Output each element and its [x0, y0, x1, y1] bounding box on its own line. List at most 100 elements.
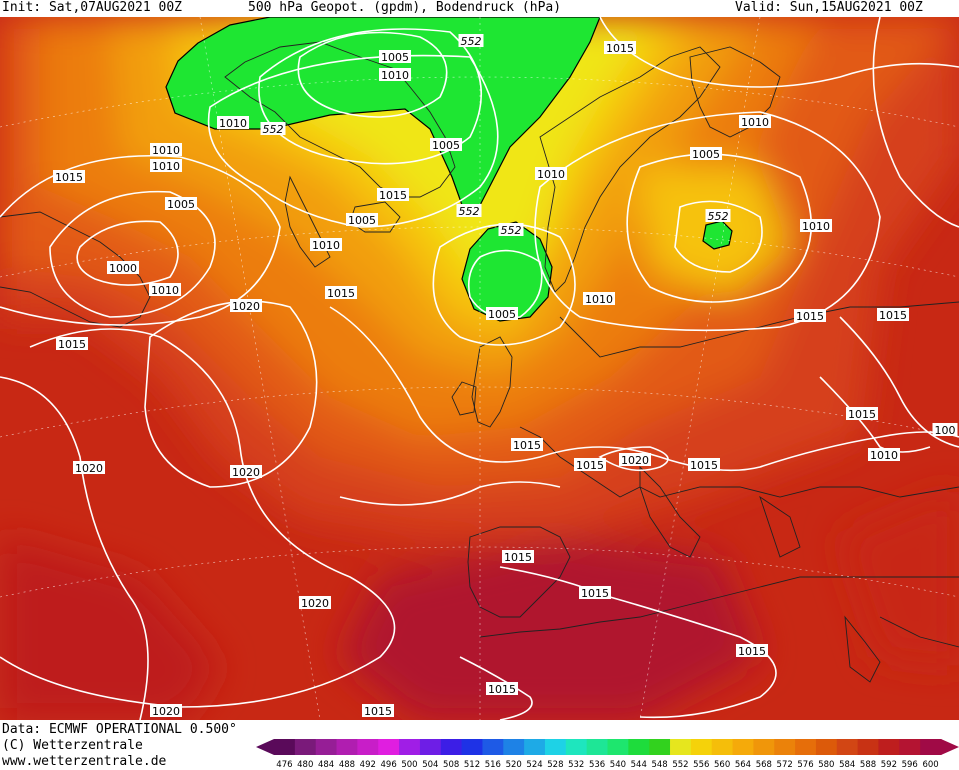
isobar-label-text: 552	[263, 123, 284, 136]
isobar-label-text: 552	[708, 210, 729, 223]
color-scale-swatch	[419, 739, 442, 755]
color-scale-swatch	[440, 739, 463, 755]
low-552-north-sea	[461, 221, 553, 322]
color-scale-tick-label: 512	[464, 760, 480, 769]
isobar-label-text: 1000	[109, 262, 137, 275]
isobar-label: 1015	[486, 682, 518, 696]
color-scale-swatch	[503, 739, 525, 755]
isobar-label-text: 1015	[58, 338, 86, 351]
color-scale-swatch	[357, 739, 379, 755]
color-scale-tick-label: 556	[693, 760, 709, 769]
color-scale-tick-label: 536	[589, 760, 605, 769]
color-scale-tick-label: 496	[381, 760, 397, 769]
isobar-label-text: 1005	[488, 308, 516, 321]
isobar-label-text: 1010	[152, 144, 180, 157]
isobar-label-text: 1010	[537, 168, 565, 181]
color-scale-swatch	[836, 739, 859, 755]
isobar-label: 1015	[877, 308, 909, 322]
isobar-label-text: 1010	[219, 117, 247, 130]
color-scale-swatch	[336, 739, 358, 755]
isobar-label: 1010	[535, 167, 567, 181]
website-url[interactable]: www.wetterzentrale.de	[2, 754, 167, 769]
isobar-label: 1020	[73, 461, 105, 475]
color-scale-tick-label: 520	[506, 760, 522, 769]
isobar-label: 552	[456, 204, 482, 218]
color-scale-swatch	[774, 739, 796, 755]
isobar-label-text: 1020	[232, 300, 260, 313]
isobar-labels: 1005 1010 552 1015 1010 552 1010 1010 1005 1010 10…	[53, 34, 958, 718]
color-scale-swatch	[815, 739, 838, 755]
isobar-label: 1005	[165, 197, 197, 211]
color-scale-swatch	[524, 739, 546, 755]
color-scale-tick-label: 600	[922, 760, 938, 769]
data-source-text: Data: ECMWF OPERATIONAL 0.500°	[2, 722, 237, 737]
color-scale-swatch	[378, 739, 400, 755]
color-scale-swatch	[607, 739, 629, 755]
isobar-label-text: 1010	[741, 116, 769, 129]
isobar-label: 1015	[794, 309, 826, 323]
isobar-label-text: 1010	[312, 239, 340, 252]
isobar-label-text: 100	[935, 424, 956, 437]
isobar-label: 1015	[604, 41, 636, 55]
isobar-label: 1020	[619, 453, 651, 467]
color-scale-tick-label: 572	[777, 760, 793, 769]
isobar-label: 552	[705, 209, 731, 223]
isobar-label-text: 1015	[848, 408, 876, 421]
color-scale-tick-label: 516	[485, 760, 501, 769]
color-scale-swatch	[399, 739, 421, 755]
color-scale-swatch	[544, 739, 567, 755]
isobar-label-text: 1010	[381, 69, 409, 82]
color-scale-swatch	[857, 739, 879, 755]
isobar-label: 1005	[379, 50, 411, 64]
color-scale-swatch	[795, 739, 817, 755]
isobar-label: 1005	[690, 147, 722, 161]
color-scale-tick-label: 476	[276, 760, 292, 769]
color-scale-tick-label: 580	[818, 760, 834, 769]
color-scale-tick-label: 544	[631, 760, 647, 769]
isobars	[0, 17, 959, 720]
isobar-label-text: 1010	[152, 160, 180, 173]
color-scale-tick-label: 584	[839, 760, 855, 769]
color-scale-swatch	[482, 739, 504, 755]
isobar-label: 1010	[217, 116, 249, 130]
isobar-label: 552	[260, 122, 286, 136]
isobar-label: 1010	[583, 292, 615, 306]
color-scale-swatch	[649, 739, 671, 755]
isobar-label-text: 552	[501, 224, 522, 237]
color-scale-swatches	[256, 739, 959, 755]
isobar-label: 1015	[579, 586, 611, 600]
isobar-label: 1010	[150, 159, 182, 173]
isobar-label-text: 552	[461, 35, 482, 48]
isobar-label: 552	[498, 223, 524, 237]
isobar-label: 1020	[230, 465, 262, 479]
isobar-label: 1005	[346, 213, 378, 227]
color-scale-tick-label: 548	[651, 760, 667, 769]
color-scale-swatch	[670, 739, 692, 755]
color-scale-legend: 476 480 484 488 492 496 500 504 508 512 516 520 524 5…	[256, 739, 959, 769]
isobar-label-text: 1015	[379, 189, 407, 202]
isobar-label-text: 1015	[513, 439, 541, 452]
color-scale-tick-label: 492	[360, 760, 376, 769]
color-scale-swatch	[899, 739, 921, 755]
color-scale-swatch	[315, 739, 338, 755]
color-scale-arrow-low	[256, 739, 274, 755]
color-scale-swatch	[461, 739, 483, 755]
color-scale-swatch	[711, 739, 734, 755]
isobar-label: 1015	[325, 286, 357, 300]
color-scale-tick-label: 508	[443, 760, 459, 769]
color-scale-swatch	[753, 739, 775, 755]
color-scale-swatch	[274, 739, 296, 755]
isobar-label: 1020	[299, 596, 331, 610]
isobar-label-text: 1020	[301, 597, 329, 610]
isobar-label-text: 1015	[796, 310, 824, 323]
isobar-label: 1015	[688, 458, 720, 472]
isobar-label-text: 1010	[802, 220, 830, 233]
color-scale-tick-label: 504	[422, 760, 438, 769]
isobar-label: 1010	[150, 143, 182, 157]
color-scale-tick-label: 588	[860, 760, 876, 769]
isobar-label-text: 1005	[692, 148, 720, 161]
color-scale-swatch	[586, 739, 608, 755]
isobar-label: 1015	[56, 337, 88, 351]
isobar-label: 1015	[502, 550, 534, 564]
coastlines	[0, 41, 959, 683]
